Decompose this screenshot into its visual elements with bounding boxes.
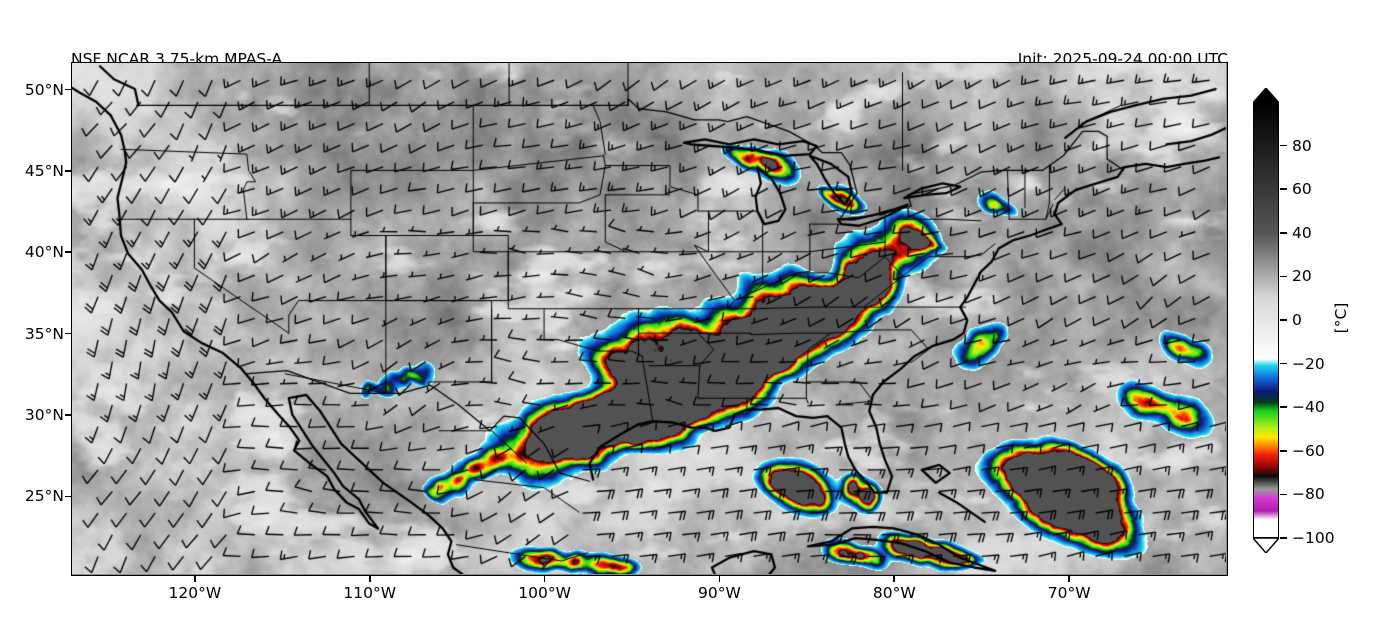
ytick-label-30°N: 30°N: [24, 406, 64, 425]
colorbar-tick-mark: [1280, 232, 1287, 234]
xtick-label-100°W: 100°W: [518, 584, 571, 602]
ytick-label-40°N: 40°N: [24, 243, 64, 262]
ytick-mark: [65, 251, 71, 254]
xtick-label-110°W: 110°W: [343, 584, 397, 602]
colorbar-tick-label--80: −80: [1292, 485, 1325, 504]
xtick-label-120°W: 120°W: [168, 584, 222, 602]
colorbar-tick-label-60: 60: [1292, 180, 1312, 199]
colorbar-tick-mark: [1280, 537, 1287, 539]
colorbar-max-extend-arrow: [1253, 88, 1279, 103]
xtick-mark: [1068, 576, 1070, 582]
colorbar-tick-mark: [1280, 362, 1287, 365]
ytick-label-50°N: 50°N: [24, 80, 64, 99]
colorbar-tick-mark: [1280, 493, 1287, 496]
colorbar-tick-label-40: 40: [1292, 223, 1312, 242]
colorbar-min-extend-arrow: [1253, 538, 1279, 553]
xtick-label-80°W: 80°W: [872, 584, 916, 602]
xtick-mark: [718, 576, 721, 582]
colorbar-tick-label--60: −60: [1292, 441, 1325, 460]
xtick-label-90°W: 90°W: [698, 584, 741, 602]
xtick-mark: [893, 576, 896, 582]
ytick-label-35°N: 35°N: [24, 324, 64, 343]
colorbar-tick-label-80: 80: [1292, 136, 1312, 155]
xtick-mark: [194, 576, 196, 582]
colorbar-tick-mark: [1280, 275, 1287, 278]
ytick-mark: [65, 414, 71, 416]
colorbar-tick-label--20: −20: [1292, 354, 1325, 373]
colorbar-tick-label-20: 20: [1292, 267, 1312, 286]
colorbar[interactable]: [1253, 88, 1279, 553]
xtick-label-70°W: 70°W: [1047, 584, 1091, 602]
colorbar-tick-mark: [1280, 319, 1287, 321]
colorbar-tick-mark: [1280, 144, 1287, 147]
colorbar-tick-mark: [1280, 450, 1287, 452]
colorbar-tick-label--100: −100: [1292, 529, 1335, 547]
colorbar-tick-mark: [1280, 406, 1287, 408]
ytick-label-25°N: 25°N: [24, 487, 64, 506]
colorbar-tick-label--40: −40: [1292, 398, 1325, 417]
colorbar-tick-mark: [1280, 188, 1287, 190]
colorbar-gradient-body: [1253, 102, 1279, 538]
map-plot-area[interactable]: [71, 62, 1228, 576]
xtick-mark: [368, 576, 371, 582]
ytick-mark: [65, 332, 71, 335]
xtick-mark: [543, 576, 546, 582]
ytick-mark: [65, 88, 71, 91]
ir-brightness-temperature-map: [72, 63, 1226, 574]
colorbar-tick-label-0: 0: [1292, 311, 1302, 329]
ytick-mark: [65, 170, 71, 172]
colorbar-unit-label: [°C]: [1332, 302, 1350, 334]
ytick-mark: [65, 495, 71, 498]
ytick-label-45°N: 45°N: [24, 161, 64, 180]
